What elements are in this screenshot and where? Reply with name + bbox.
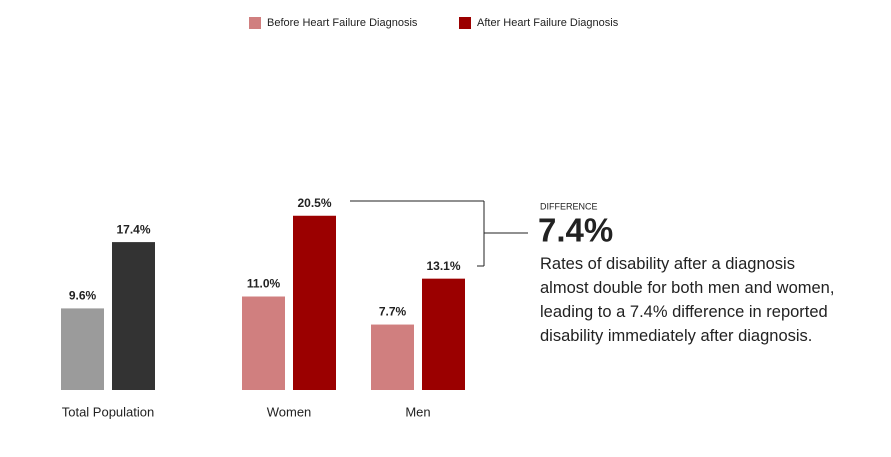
bar	[61, 308, 104, 390]
x-tick-label: Total Population	[62, 404, 155, 419]
value-label: 9.6%	[69, 289, 97, 303]
bar	[242, 296, 285, 390]
value-label: 20.5%	[297, 196, 331, 210]
x-tick-label: Men	[405, 404, 430, 419]
value-label: 17.4%	[116, 222, 150, 236]
annotation-text: Rates of disability after a diagnosis al…	[540, 255, 835, 345]
legend-label: After Heart Failure Diagnosis	[477, 17, 619, 29]
legend-label: Before Heart Failure Diagnosis	[267, 17, 418, 29]
value-label: 11.0%	[247, 277, 281, 291]
bar	[112, 242, 155, 390]
value-label: 13.1%	[426, 259, 460, 273]
bar	[293, 215, 336, 390]
legend-swatch	[459, 17, 471, 29]
value-label: 7.7%	[379, 305, 407, 319]
bar	[422, 278, 465, 390]
bar	[371, 324, 414, 390]
x-tick-label: Women	[267, 404, 312, 419]
annotation-value: 7.4%	[538, 212, 613, 249]
legend-swatch	[249, 17, 261, 29]
annotation-label: DIFFERENCE	[540, 201, 598, 211]
